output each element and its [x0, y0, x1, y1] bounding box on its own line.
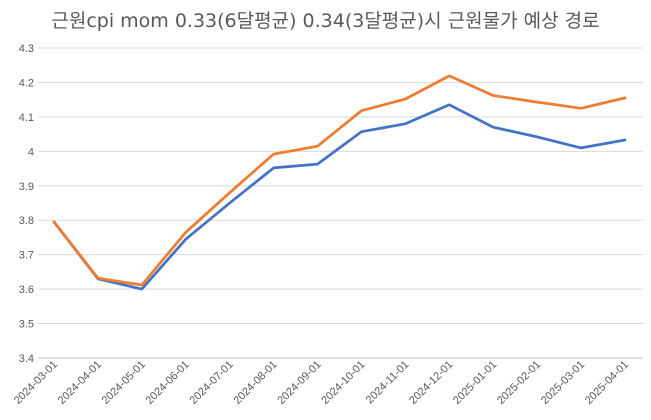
chart-title: 근원cpi mom 0.33(6달평균) 0.34(3달평균)시 근원물가 예상… — [51, 10, 600, 32]
data-point — [536, 101, 538, 103]
data-point — [185, 231, 187, 233]
y-tick-label: 3.9 — [19, 181, 34, 193]
x-tick-label: 2025-01-01 — [451, 359, 499, 407]
data-point — [536, 136, 538, 138]
x-tick-label: 2025-02-01 — [495, 359, 543, 407]
x-tick-label: 2024-09-01 — [275, 359, 323, 407]
y-tick-label: 4.3 — [19, 43, 34, 55]
data-point — [360, 131, 362, 133]
y-tick-label: 3.5 — [19, 319, 34, 331]
data-point — [228, 191, 230, 193]
data-point — [360, 109, 362, 111]
data-point — [624, 97, 626, 99]
y-tick-label: 3.8 — [19, 215, 34, 227]
y-axis-tick-labels: 3.4 3.5 3.6 3.7 3.8 3.9 4 4.1 4.2 4.3 — [19, 43, 34, 365]
x-axis-tick-labels: 2024-03-012024-04-012024-05-012024-06-01… — [12, 359, 631, 407]
data-point — [492, 126, 494, 128]
series-line-2 — [52, 74, 627, 287]
data-point — [492, 94, 494, 96]
data-point — [316, 145, 318, 147]
x-tick-label: 2024-10-01 — [319, 359, 367, 407]
y-tick-label: 4 — [28, 146, 34, 158]
data-point — [580, 147, 582, 149]
data-point — [448, 75, 450, 77]
data-point — [228, 202, 230, 204]
data-point — [316, 163, 318, 165]
data-point — [624, 139, 626, 141]
data-point — [185, 238, 187, 240]
data-point — [448, 104, 450, 106]
x-tick-label: 2024-04-01 — [56, 359, 104, 407]
data-point — [53, 221, 55, 223]
series-points-1 — [53, 104, 626, 291]
x-tick-label: 2024-11-01 — [364, 359, 412, 407]
data-point — [141, 288, 143, 290]
y-tick-label: 4.2 — [19, 77, 34, 89]
data-point — [272, 153, 274, 155]
data-point — [141, 284, 143, 286]
x-tick-label: 2025-04-01 — [583, 359, 631, 407]
y-tick-label: 3.7 — [19, 250, 34, 262]
x-tick-label: 2024-06-01 — [144, 359, 192, 407]
y-tick-label: 3.4 — [19, 353, 34, 365]
data-point — [272, 167, 274, 169]
data-point — [97, 277, 99, 279]
x-tick-label: 2024-12-01 — [407, 359, 455, 407]
gridlines — [38, 47, 643, 359]
data-point — [404, 98, 406, 100]
x-tick-label: 2024-05-01 — [100, 359, 148, 407]
y-tick-label: 4.1 — [19, 112, 34, 124]
data-point — [404, 123, 406, 125]
x-tick-label: 2024-08-01 — [231, 359, 279, 407]
x-tick-label: 2024-03-01 — [12, 359, 60, 407]
x-tick-label: 2024-07-01 — [188, 359, 236, 407]
y-tick-label: 3.6 — [19, 284, 34, 296]
series-line-1 — [52, 103, 627, 291]
data-point — [580, 107, 582, 109]
x-tick-label: 2025-03-01 — [539, 359, 587, 407]
